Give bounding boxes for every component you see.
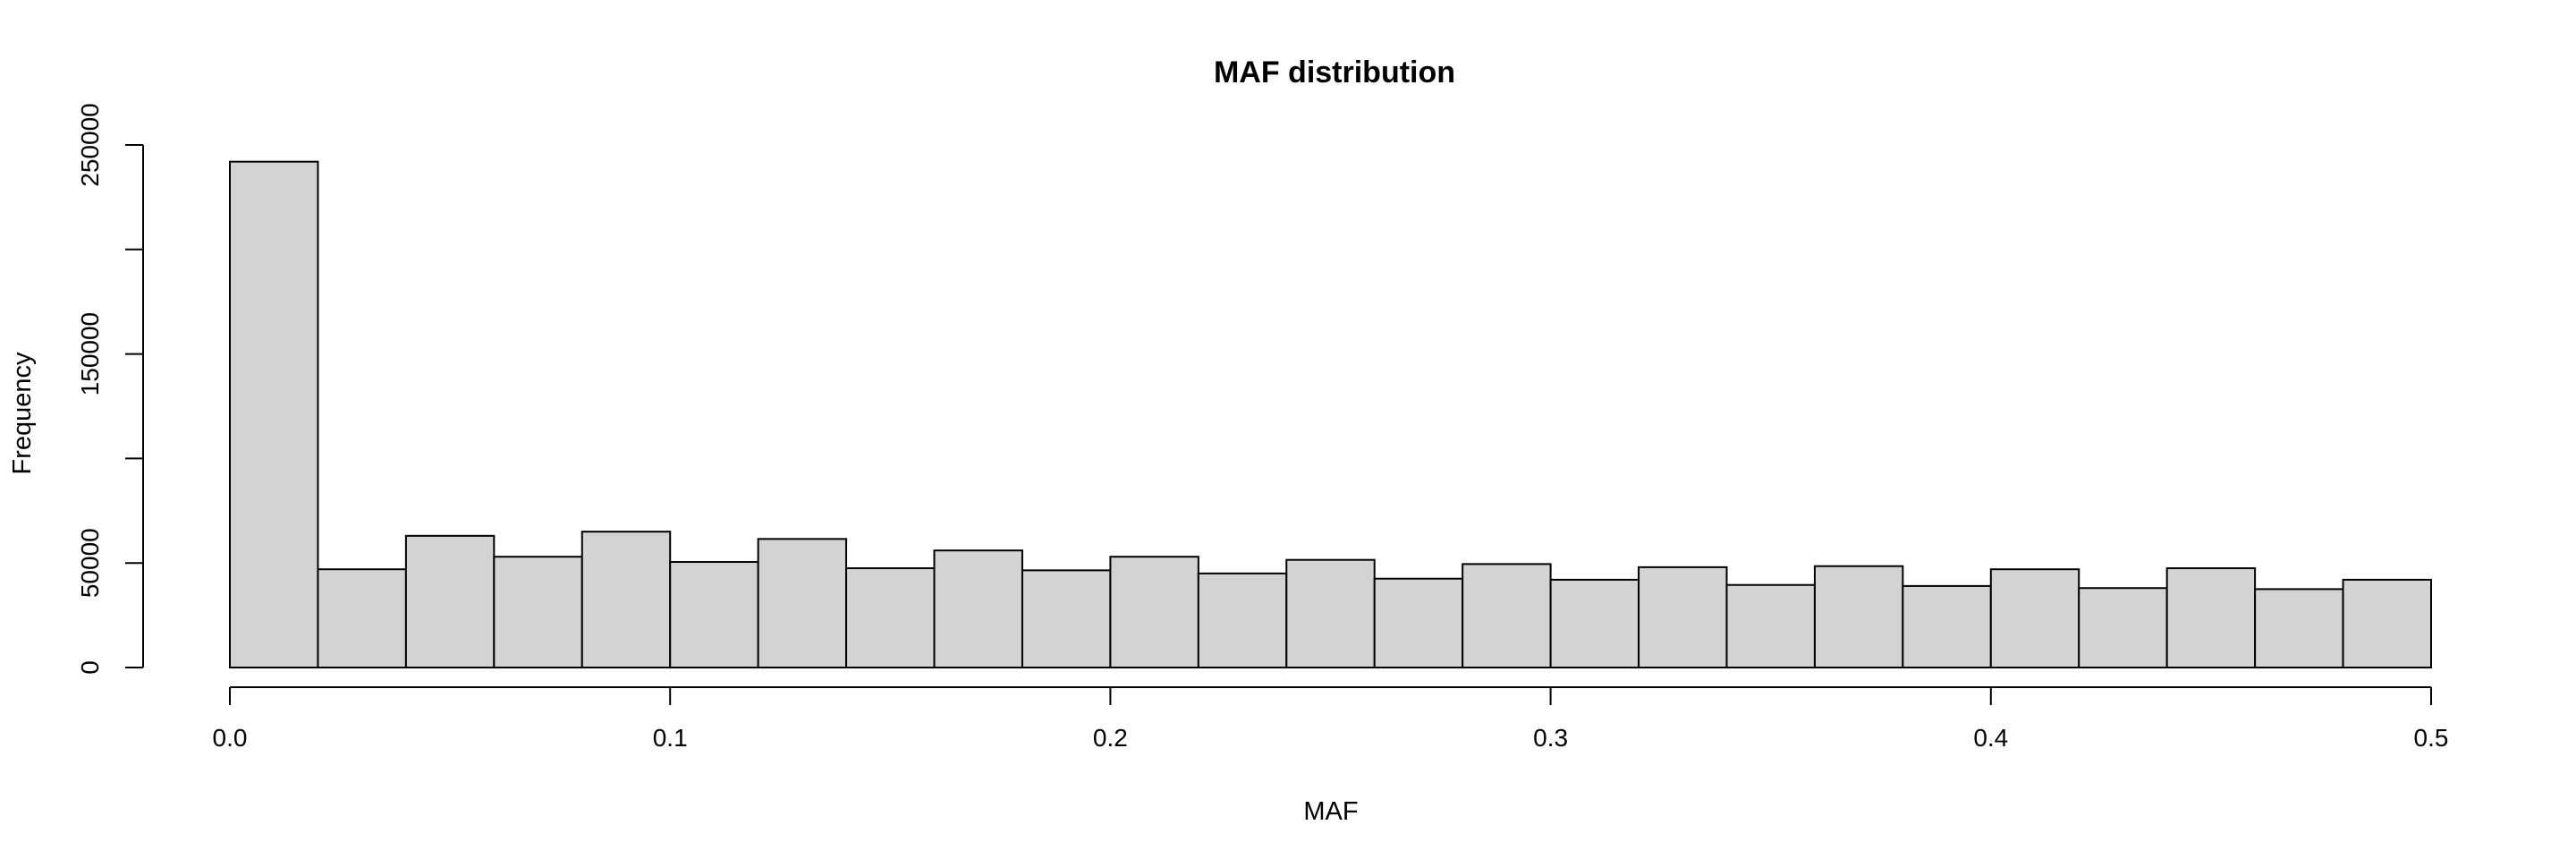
histogram-bar <box>1902 584 1992 668</box>
histogram-bar <box>2165 567 2257 668</box>
histogram-bar <box>1285 558 1376 668</box>
histogram-bar <box>1021 569 1112 668</box>
histogram-bar <box>317 568 407 669</box>
histogram-bar <box>1638 566 1728 669</box>
y-tick-label: 50000 <box>76 528 104 598</box>
x-tick-label: 0.4 <box>1973 724 2008 752</box>
y-axis-label: Frequency <box>8 352 37 475</box>
histogram-bar <box>1725 583 1816 669</box>
x-tick-label: 0.0 <box>213 724 248 752</box>
histogram-bar <box>669 561 759 668</box>
histogram-bar <box>229 160 319 669</box>
histogram-bar <box>493 556 583 669</box>
histogram-bar <box>1462 563 1552 668</box>
histogram-bar <box>933 549 1023 669</box>
histogram-bar <box>2254 588 2344 669</box>
x-tick-label: 0.1 <box>653 724 688 752</box>
y-tick-label: 250000 <box>76 103 104 186</box>
histogram-bar <box>2078 587 2168 668</box>
bars-group <box>229 160 2433 669</box>
x-axis: 0.0 0.1 0.2 0.3 0.4 0.5 <box>213 686 2449 752</box>
histogram-bar <box>1373 577 1464 668</box>
histogram-bar <box>1813 565 1904 668</box>
chart-title: MAF distribution <box>1214 55 1455 89</box>
histogram-bar <box>845 567 936 668</box>
histogram-bar <box>1989 568 2080 669</box>
histogram-bar <box>404 534 496 668</box>
histogram-bar <box>757 538 848 668</box>
histogram-bar <box>1109 556 1199 669</box>
y-tick-label: 150000 <box>76 312 104 395</box>
histogram-bar <box>1197 572 1288 669</box>
x-tick-label: 0.5 <box>2414 724 2449 752</box>
x-tick-label: 0.2 <box>1093 724 1128 752</box>
y-tick-label: 0 <box>76 660 104 675</box>
histogram-bar <box>2342 578 2433 668</box>
y-axis: 0 50000 150000 250000 <box>76 103 144 675</box>
histogram-bar <box>1549 578 1640 668</box>
x-axis-label: MAF <box>1303 797 1358 826</box>
x-tick-label: 0.3 <box>1533 724 1568 752</box>
histogram-bar <box>580 531 672 668</box>
